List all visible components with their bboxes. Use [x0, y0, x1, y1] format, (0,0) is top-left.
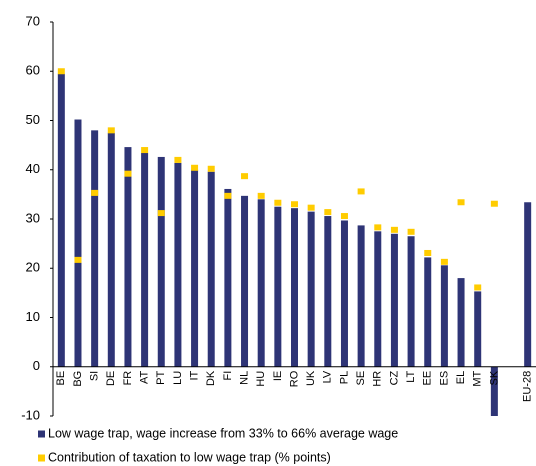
y-tick-label: 60 — [26, 63, 40, 78]
marker — [457, 199, 465, 206]
marker — [257, 192, 265, 199]
marker — [291, 201, 298, 208]
bar — [340, 220, 348, 367]
marker — [374, 224, 382, 231]
x-tick-label: HR — [372, 371, 384, 387]
bar — [207, 171, 215, 367]
x-tick-label: BG — [72, 371, 84, 387]
x-tick-label: CZ — [388, 370, 400, 385]
y-tick-label: 70 — [26, 13, 40, 28]
bar — [57, 73, 65, 367]
x-tick-label: LU — [172, 371, 184, 385]
y-tick-label: 50 — [26, 112, 40, 127]
marker — [91, 189, 99, 196]
marker — [440, 258, 448, 265]
marker — [407, 228, 415, 235]
x-tick-label: NL — [238, 371, 250, 385]
bar — [107, 132, 115, 367]
x-tick-label: SI — [89, 371, 101, 381]
bar — [374, 231, 382, 367]
y-tick-label: 40 — [26, 161, 40, 176]
legend-label: Contribution of taxation to low wage tra… — [48, 450, 331, 464]
marker — [141, 147, 149, 154]
bar — [91, 130, 99, 367]
marker — [340, 213, 348, 220]
marker — [124, 170, 132, 177]
bar — [490, 366, 498, 416]
bar — [241, 195, 249, 367]
x-tick-label: DK — [205, 370, 217, 386]
bar — [440, 265, 448, 367]
marker — [191, 164, 199, 171]
y-tick-label: -10 — [21, 407, 40, 422]
x-tick-label: AT — [139, 370, 151, 384]
y-tick-label: 0 — [33, 358, 40, 373]
y-tick-label: 10 — [26, 309, 40, 324]
x-tick-label: IT — [188, 370, 200, 380]
x-tick-label: MT — [472, 370, 484, 386]
bar — [424, 257, 432, 367]
bar — [257, 199, 265, 367]
x-tick-label: SE — [355, 371, 367, 386]
marker — [357, 188, 365, 195]
x-tick-label: EE — [422, 371, 434, 386]
x-tick-label: ES — [438, 371, 450, 386]
bar — [157, 156, 165, 367]
x-tick-label: EL — [455, 371, 467, 384]
x-tick-label: PT — [155, 370, 167, 384]
bar — [524, 202, 532, 367]
bar — [224, 188, 232, 367]
x-tick-label: IE — [272, 371, 284, 381]
x-tick-label: EU-28 — [522, 371, 534, 402]
legend-swatch — [38, 430, 45, 438]
x-tick-label: DE — [105, 371, 117, 386]
bar — [407, 236, 415, 367]
marker — [174, 156, 182, 163]
bar — [191, 169, 199, 367]
marker — [74, 256, 82, 263]
marker — [207, 165, 215, 172]
marker — [57, 68, 65, 75]
bar — [291, 208, 298, 367]
x-tick-label: FR — [122, 371, 134, 386]
bar — [141, 153, 149, 367]
bar — [474, 291, 482, 367]
marker — [107, 127, 115, 134]
marker — [324, 209, 332, 216]
bar — [357, 225, 365, 367]
marker — [241, 173, 249, 180]
marker — [474, 284, 482, 291]
marker — [274, 199, 282, 206]
legend-label: Low wage trap, wage increase from 33% to… — [48, 426, 398, 440]
y-tick-label: 20 — [26, 260, 40, 275]
marker — [224, 192, 232, 199]
x-tick-label: PL — [338, 371, 350, 384]
marker — [490, 200, 498, 207]
x-tick-label: FI — [222, 371, 234, 381]
marker — [390, 226, 398, 233]
x-tick-label: HU — [255, 371, 267, 387]
marker — [307, 204, 315, 211]
x-tick-label: BE — [55, 371, 67, 386]
bar — [390, 233, 398, 367]
marker — [157, 210, 165, 217]
legend-swatch — [38, 454, 45, 462]
marker — [424, 249, 432, 256]
bar — [307, 211, 315, 367]
bar — [74, 119, 82, 367]
x-tick-label: RO — [288, 370, 300, 387]
x-tick-label: LV — [322, 370, 334, 383]
x-tick-label: UK — [305, 370, 317, 386]
bar — [274, 206, 282, 367]
x-tick-label: SK — [488, 370, 500, 385]
bar — [324, 216, 332, 367]
x-tick-label: LT — [405, 370, 417, 382]
bar — [174, 162, 182, 367]
bar — [457, 278, 465, 367]
bar — [124, 147, 132, 367]
y-tick-label: 30 — [26, 210, 40, 225]
